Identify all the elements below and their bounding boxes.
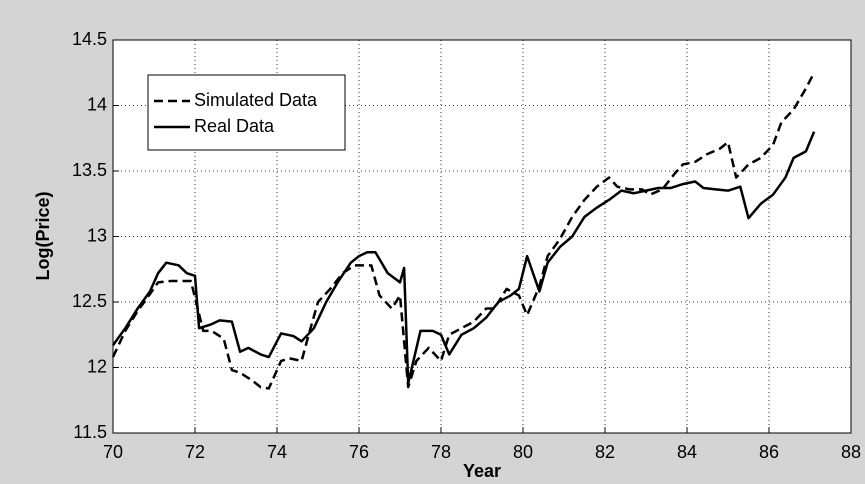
y-tick-label: 13.5 bbox=[72, 160, 107, 180]
y-tick-label: 13 bbox=[87, 225, 107, 245]
x-axis-label: Year bbox=[463, 461, 501, 481]
y-tick-label: 11.5 bbox=[73, 422, 107, 442]
y-axis-label: Log(Price) bbox=[33, 191, 53, 280]
y-tick-label: 14.5 bbox=[72, 29, 107, 49]
x-tick-label: 86 bbox=[759, 442, 779, 462]
x-tick-label: 74 bbox=[267, 442, 287, 462]
legend-label: Simulated Data bbox=[194, 90, 318, 110]
plot-frame bbox=[112, 39, 852, 434]
series-line bbox=[111, 131, 816, 385]
y-tick-label: 12 bbox=[87, 356, 107, 376]
y-tick-label: 12.5 bbox=[72, 291, 107, 311]
x-tick-label: 88 bbox=[841, 442, 861, 462]
series-line bbox=[111, 72, 816, 390]
x-tick-label: 80 bbox=[513, 442, 533, 462]
y-tick-label: 14 bbox=[87, 94, 107, 114]
x-tick-label: 76 bbox=[349, 442, 369, 462]
x-tick-label: 84 bbox=[677, 442, 697, 462]
legend-label: Real Data bbox=[194, 116, 275, 136]
x-tick-label: 72 bbox=[185, 442, 205, 462]
x-tick-label: 82 bbox=[595, 442, 615, 462]
legend-box bbox=[147, 74, 346, 151]
x-tick-label: 70 bbox=[103, 442, 123, 462]
x-tick-label: 78 bbox=[431, 442, 451, 462]
